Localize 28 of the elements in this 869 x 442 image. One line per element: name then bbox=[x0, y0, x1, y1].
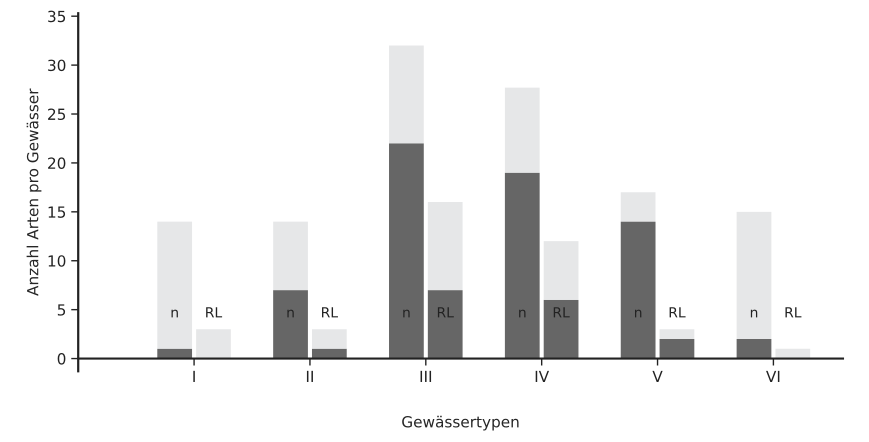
x-tick-label: RL bbox=[206, 307, 222, 318]
x-tick-label: n bbox=[172, 310, 178, 318]
annotation: V bbox=[652, 370, 663, 382]
x-tick-label: n bbox=[519, 310, 526, 318]
annotation: I bbox=[193, 370, 195, 382]
x-tick-label: n bbox=[403, 310, 410, 318]
x-axis-title: Gewässertypen bbox=[402, 416, 519, 430]
x-tick-label: RL bbox=[554, 307, 570, 318]
annotation: III bbox=[420, 370, 432, 382]
x-tick-label: RL bbox=[322, 307, 338, 318]
y-tick-label: 20 bbox=[48, 157, 66, 169]
x-tick-label: n bbox=[287, 310, 294, 318]
x-tick-label: RL bbox=[438, 307, 454, 318]
y-tick-label: 0 bbox=[58, 353, 66, 365]
y-tick-label: 35 bbox=[48, 10, 66, 22]
y-tick-label: 15 bbox=[48, 206, 66, 218]
annotation: VI bbox=[766, 370, 780, 382]
x-tick-label: RL bbox=[785, 307, 802, 318]
annotation: II bbox=[306, 370, 313, 382]
annotation: IV bbox=[536, 370, 550, 382]
x-tick-label: n bbox=[634, 310, 642, 318]
y-tick-label: 30 bbox=[48, 60, 66, 72]
y-tick-label: 10 bbox=[48, 255, 66, 267]
y-tick-label: 5 bbox=[58, 304, 66, 316]
x-tick-label: RL bbox=[670, 307, 686, 318]
x-tick-label: n bbox=[750, 310, 758, 318]
y-tick-label: 25 bbox=[48, 108, 66, 120]
y-axis-title: Anzahl Arten pro Gewässer bbox=[26, 88, 42, 296]
